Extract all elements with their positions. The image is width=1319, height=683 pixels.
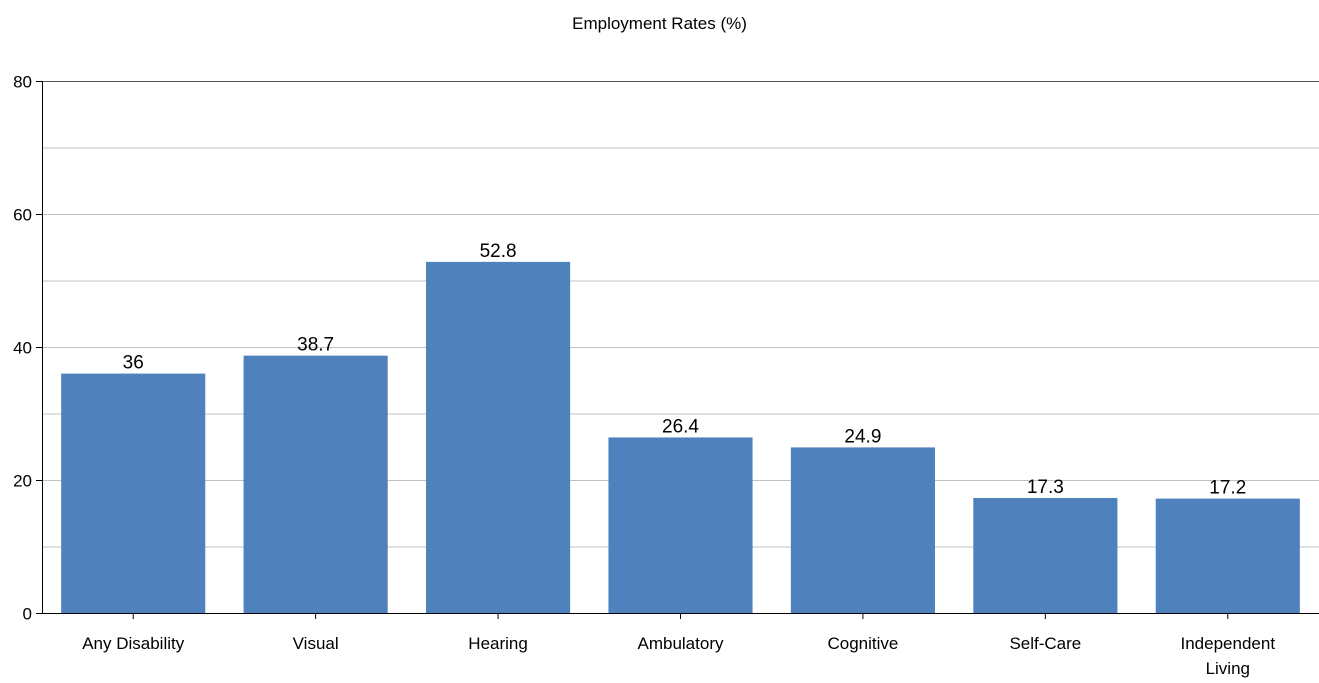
- x-tick-label: Ambulatory: [638, 634, 724, 653]
- x-tick-label: Visual: [293, 634, 339, 653]
- bar-value-label: 17.2: [1209, 478, 1246, 499]
- bar: [426, 261, 571, 613]
- x-tick-label: Self-Care: [1009, 634, 1081, 653]
- bar: [243, 355, 388, 613]
- bar-value-label: 24.9: [844, 426, 881, 447]
- bar-value-label: 36: [123, 353, 144, 374]
- bar: [1155, 498, 1300, 613]
- bar-value-label: 17.3: [1027, 477, 1064, 498]
- y-tick-label: 80: [13, 73, 32, 92]
- bar: [608, 437, 753, 613]
- y-tick-label: 60: [13, 206, 32, 225]
- x-tick-label: Living: [1206, 659, 1250, 678]
- bar-value-label: 38.7: [297, 335, 334, 356]
- x-tick-label: Hearing: [468, 634, 528, 653]
- bar: [973, 497, 1118, 613]
- x-tick-label: Any Disability: [82, 634, 185, 653]
- bar-value-label: 26.4: [662, 416, 699, 437]
- chart-title: Employment Rates (%): [572, 14, 747, 33]
- bar: [790, 447, 935, 613]
- x-tick-label: Independent: [1181, 634, 1276, 653]
- bar: [61, 373, 206, 613]
- x-tick-label: Cognitive: [827, 634, 898, 653]
- bar-value-label: 52.8: [480, 241, 517, 262]
- y-tick-label: 20: [13, 472, 32, 491]
- y-tick-label: 0: [23, 605, 32, 624]
- y-tick-label: 40: [13, 339, 32, 358]
